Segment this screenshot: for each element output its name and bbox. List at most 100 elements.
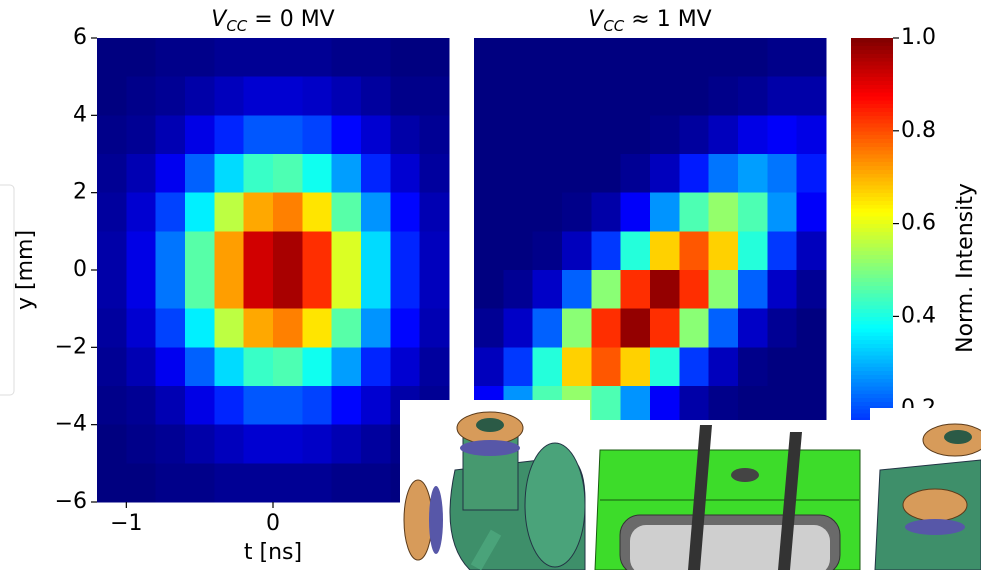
heatmap-cell bbox=[562, 154, 592, 193]
colorbar-step bbox=[851, 289, 893, 293]
colorbar-step bbox=[851, 328, 893, 332]
cad-window-inner bbox=[630, 525, 830, 570]
heatmap-cell bbox=[273, 425, 303, 464]
heatmap-cell bbox=[97, 231, 127, 270]
heatmap-cell bbox=[361, 309, 391, 348]
heatmap-cell bbox=[591, 77, 621, 116]
heatmap-cell bbox=[591, 270, 621, 309]
colorbar-step bbox=[851, 324, 893, 328]
colorbar-step bbox=[851, 398, 893, 402]
heatmap-cell bbox=[185, 386, 215, 425]
heatmap-cell bbox=[332, 77, 362, 116]
heatmap-cell bbox=[97, 193, 127, 232]
heatmap-cell bbox=[97, 115, 127, 154]
heatmap-cell bbox=[709, 347, 739, 386]
heatmap-cell bbox=[709, 115, 739, 154]
colorbar-step bbox=[851, 293, 893, 297]
heatmap-cell bbox=[156, 270, 186, 309]
heatmap-cell bbox=[273, 154, 303, 193]
heatmap-cell bbox=[214, 193, 244, 232]
colorbar-step bbox=[851, 166, 893, 170]
heatmap-cell bbox=[361, 231, 391, 270]
heatmap-cell bbox=[533, 231, 563, 270]
colorbar-step bbox=[851, 108, 893, 112]
heatmap-cell bbox=[214, 386, 244, 425]
heatmap-cell bbox=[97, 270, 127, 309]
colorbar-step bbox=[851, 77, 893, 81]
heatmap-cell bbox=[533, 347, 563, 386]
heatmap-cell bbox=[650, 115, 680, 154]
heatmap-cell bbox=[390, 270, 420, 309]
heatmap-cell bbox=[273, 347, 303, 386]
heatmap-cell bbox=[302, 309, 332, 348]
heatmap-cell bbox=[390, 38, 420, 77]
heatmap-cell bbox=[474, 231, 504, 270]
colorbar-tick-label: 0.4 bbox=[901, 303, 936, 328]
cad-flange-mid bbox=[903, 489, 967, 521]
heatmap-cell bbox=[650, 154, 680, 193]
heatmap-cell bbox=[302, 270, 332, 309]
colorbar-step bbox=[851, 169, 893, 173]
heatmap-cell bbox=[503, 193, 533, 232]
heatmap-cell bbox=[273, 463, 303, 502]
colorbar-step bbox=[851, 173, 893, 177]
y-tick-label: 4 bbox=[73, 102, 87, 127]
heatmap-cell bbox=[126, 231, 156, 270]
heatmap-cell bbox=[302, 231, 332, 270]
heatmap-cell bbox=[738, 309, 768, 348]
heatmap-cell bbox=[621, 154, 651, 193]
heatmap-cell bbox=[591, 231, 621, 270]
heatmap-cell bbox=[97, 347, 127, 386]
heatmap-cell bbox=[621, 386, 651, 425]
colorbar-step bbox=[851, 247, 893, 251]
heatmap-cell bbox=[361, 193, 391, 232]
heatmap-cell bbox=[126, 386, 156, 425]
heatmap-cell bbox=[244, 463, 274, 502]
figure: VCC = 0 MV−101−6−4−20246t [ns]y [mm]VCC … bbox=[0, 0, 981, 570]
colorbar-step bbox=[851, 42, 893, 46]
heatmap-cell bbox=[621, 309, 651, 348]
heatmap-cell bbox=[503, 38, 533, 77]
heatmap-cell bbox=[185, 38, 215, 77]
heatmap-cell bbox=[562, 347, 592, 386]
heatmap-cell bbox=[767, 231, 797, 270]
heatmap-cell bbox=[126, 154, 156, 193]
colorbar-step bbox=[851, 347, 893, 351]
heatmap-cell bbox=[767, 270, 797, 309]
heatmap-cell bbox=[533, 270, 563, 309]
heatmap-cell bbox=[244, 193, 274, 232]
heatmap-cell bbox=[361, 38, 391, 77]
heatmap-cell bbox=[332, 38, 362, 77]
heatmap-cell bbox=[361, 386, 391, 425]
heatmap-cell bbox=[767, 115, 797, 154]
heatmap-cell bbox=[156, 386, 186, 425]
colorbar-step bbox=[851, 212, 893, 216]
cad-ring-side bbox=[429, 486, 443, 554]
heatmap-cell bbox=[332, 463, 362, 502]
heatmap-cell bbox=[738, 154, 768, 193]
colorbar-step bbox=[851, 227, 893, 231]
heatmap-cell bbox=[709, 193, 739, 232]
colorbar-step bbox=[851, 135, 893, 139]
heatmap-cell bbox=[474, 38, 504, 77]
heatmap-cell bbox=[738, 270, 768, 309]
colorbar-step bbox=[851, 382, 893, 386]
heatmap-cell bbox=[332, 347, 362, 386]
heatmap-cell bbox=[503, 231, 533, 270]
x-tick-label: 0 bbox=[266, 511, 280, 536]
heatmap-cell bbox=[474, 309, 504, 348]
colorbar-step bbox=[851, 115, 893, 119]
colorbar-step bbox=[851, 53, 893, 57]
heatmap-cell bbox=[214, 270, 244, 309]
heatmap-cell bbox=[156, 154, 186, 193]
heatmap-cell bbox=[156, 347, 186, 386]
heatmap-cell bbox=[533, 38, 563, 77]
heatmap-cell bbox=[244, 38, 274, 77]
heatmap-cell bbox=[797, 231, 827, 270]
colorbar-step bbox=[851, 204, 893, 208]
heatmap-cell bbox=[126, 38, 156, 77]
heatmap-cell bbox=[244, 347, 274, 386]
y-tick-label: 0 bbox=[73, 257, 87, 282]
heatmap bbox=[97, 38, 450, 503]
colorbar-step bbox=[851, 351, 893, 355]
